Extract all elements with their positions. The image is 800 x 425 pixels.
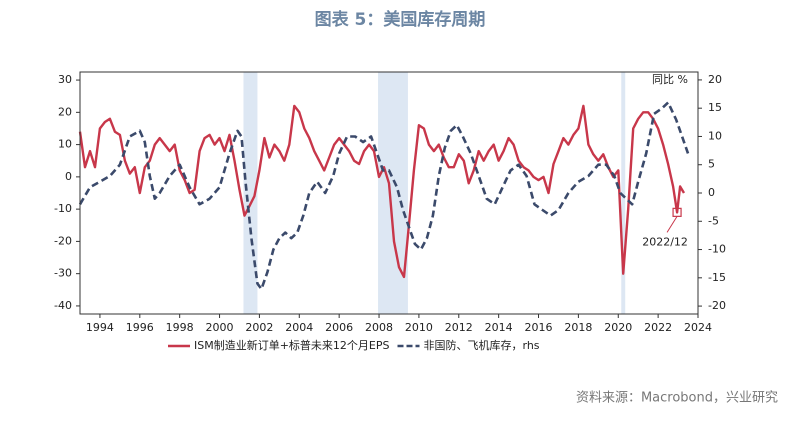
chart-title: 图表 5：美国库存周期 xyxy=(315,9,486,30)
y2-axis-label: 同比 % xyxy=(652,73,688,86)
y-tick-label: 20 xyxy=(58,105,72,118)
y-tick-label: -20 xyxy=(54,234,72,247)
legend-label: 非国防、飞机库存，rhs xyxy=(424,338,540,352)
x-tick-label: 1994 xyxy=(86,321,114,334)
series-line xyxy=(78,104,686,279)
y-tick-label: 10 xyxy=(58,138,72,151)
recession-shade xyxy=(621,72,626,314)
x-tick-label: 2000 xyxy=(206,321,234,334)
x-tick-label: 2022 xyxy=(644,321,672,334)
x-tick-label: 2006 xyxy=(325,321,353,334)
series-line xyxy=(78,101,690,291)
annotation-text: 2022/12 xyxy=(642,235,688,248)
x-tick-label: 2010 xyxy=(405,321,433,334)
y-tick-label: -30 xyxy=(54,267,72,280)
x-tick-label: 1998 xyxy=(166,321,194,334)
y-tick-label: 0 xyxy=(65,170,72,183)
y2-tick-label: 10 xyxy=(708,129,722,142)
y2-tick-label: -20 xyxy=(708,299,726,312)
y2-tick-label: 0 xyxy=(708,186,715,199)
x-tick-label: 2008 xyxy=(365,321,393,334)
annotation-leader xyxy=(666,216,678,233)
legend-label: ISM制造业新订单+标普未来12个月EPS xyxy=(194,338,390,352)
y2-tick-label: 15 xyxy=(708,101,722,114)
x-tick-label: 2002 xyxy=(245,321,273,334)
y2-tick-label: 20 xyxy=(708,73,722,86)
x-tick-label: 2018 xyxy=(564,321,592,334)
x-tick-label: 2020 xyxy=(604,321,632,334)
y-tick-label: -40 xyxy=(54,299,72,312)
x-tick-label: 2016 xyxy=(525,321,553,334)
y2-tick-label: 5 xyxy=(708,158,715,171)
x-tick-label: 2024 xyxy=(684,321,712,334)
source: 资料来源：Macrobond，兴业研究 xyxy=(576,391,778,406)
x-tick-label: 2012 xyxy=(445,321,473,334)
x-tick-label: 2004 xyxy=(285,321,313,334)
y2-tick-label: -10 xyxy=(708,243,726,256)
y2-tick-label: -15 xyxy=(708,271,726,284)
x-tick-label: 2014 xyxy=(485,321,513,334)
x-tick-label: 1996 xyxy=(126,321,154,334)
y-tick-label: -10 xyxy=(54,202,72,215)
y-tick-label: 30 xyxy=(58,73,72,86)
y2-tick-label: -5 xyxy=(708,214,719,227)
